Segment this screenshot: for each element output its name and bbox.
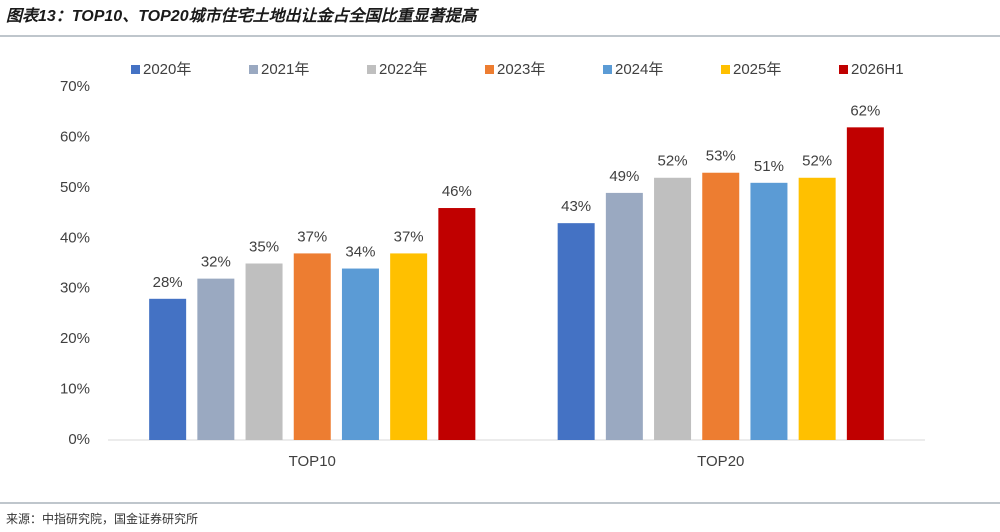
value-label: 37%: [297, 228, 327, 245]
bar: [390, 253, 428, 440]
legend-label: 2020年: [143, 61, 191, 78]
value-label: 35%: [249, 238, 279, 255]
legend-label: 2022年: [379, 61, 427, 78]
bar: [605, 192, 643, 440]
y-tick-label: 0%: [68, 431, 90, 448]
legend-swatch: [367, 65, 376, 74]
y-tick-label: 30%: [60, 280, 90, 297]
bar: [438, 208, 476, 440]
x-tick-label: TOP20: [697, 453, 744, 470]
y-tick-label: 40%: [60, 229, 90, 246]
y-tick-label: 50%: [60, 179, 90, 196]
bar: [798, 177, 836, 440]
value-label: 34%: [345, 244, 375, 261]
bar: [293, 253, 331, 440]
value-label: 28%: [153, 274, 183, 291]
legend-label: 2024年: [615, 61, 663, 78]
legend-label: 2021年: [261, 61, 309, 78]
bar: [702, 172, 740, 440]
value-label: 49%: [609, 168, 639, 185]
legend-swatch: [603, 65, 612, 74]
legend-swatch: [485, 65, 494, 74]
legend-swatch: [131, 65, 140, 74]
bar: [341, 268, 379, 440]
legend-label: 2025年: [733, 61, 781, 78]
x-tick-label: TOP10: [289, 453, 336, 470]
legend-swatch: [721, 65, 730, 74]
value-label: 52%: [658, 153, 688, 170]
bar: [557, 223, 595, 440]
y-tick-label: 60%: [60, 128, 90, 145]
bar: [654, 177, 692, 440]
y-tick-label: 20%: [60, 330, 90, 347]
chart-title: 图表13：TOP10、TOP20城市住宅土地出让金占全国比重显著提高: [6, 7, 480, 25]
value-label: 32%: [201, 254, 231, 271]
y-tick-label: 70%: [60, 78, 90, 95]
value-label: 37%: [394, 228, 424, 245]
bar: [750, 182, 788, 441]
legend-label: 2026H1: [851, 61, 904, 78]
legend-swatch: [249, 65, 258, 74]
y-tick-label: 10%: [60, 381, 90, 398]
legend-label: 2023年: [497, 61, 545, 78]
bar: [197, 278, 235, 440]
bar: [846, 127, 884, 440]
value-label: 62%: [850, 102, 880, 119]
value-label: 43%: [561, 198, 591, 215]
value-label: 51%: [754, 158, 784, 175]
value-label: 52%: [802, 153, 832, 170]
bar: [149, 298, 187, 440]
legend-swatch: [839, 65, 848, 74]
source-note: 来源：中指研究院，国金证券研究所: [6, 511, 198, 526]
bar: [245, 263, 283, 440]
value-label: 53%: [706, 148, 736, 165]
value-label: 46%: [442, 183, 472, 200]
